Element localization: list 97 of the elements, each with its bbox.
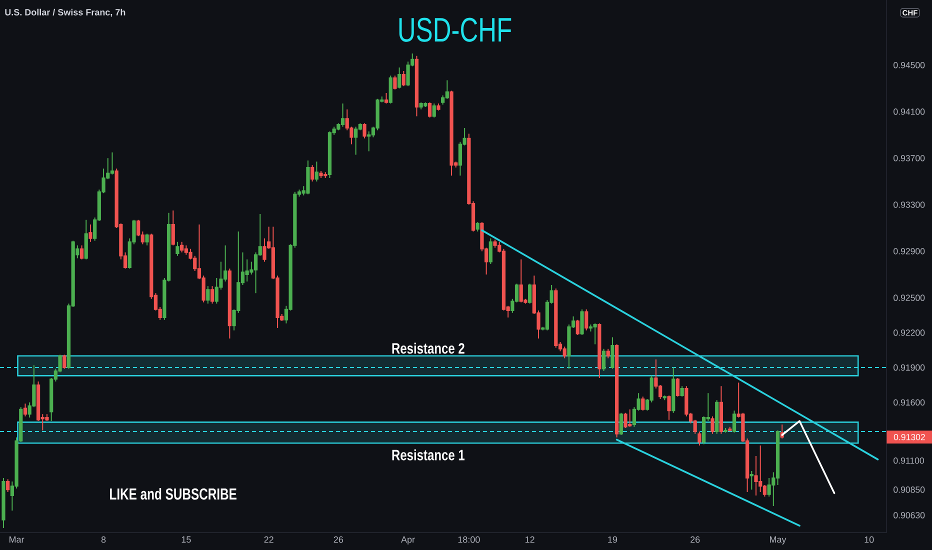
candlestick — [667, 394, 671, 420]
candlestick — [698, 431, 702, 446]
candlestick — [641, 396, 645, 412]
candlestick — [62, 354, 66, 370]
x-tick-label: 15 — [182, 536, 191, 543]
candlestick — [584, 308, 588, 331]
y-tick-label: 0.90850 — [894, 486, 925, 493]
candlestick — [488, 238, 492, 265]
candlestick — [84, 219, 88, 260]
candlestick — [176, 241, 180, 256]
candlestick — [680, 386, 684, 398]
candlestick — [562, 346, 566, 359]
text: 0.91302 — [894, 434, 925, 440]
candlestick — [602, 348, 606, 372]
candlestick — [110, 152, 114, 175]
y-tick-label: 0.92200 — [894, 330, 925, 336]
candlestick — [436, 103, 440, 111]
candlestick — [228, 268, 232, 339]
candlestick — [310, 164, 314, 182]
band-label: Resistance 1 — [392, 449, 465, 460]
candlestick — [598, 322, 602, 379]
x-tick-label: 26 — [334, 536, 344, 543]
y-tick-label: 0.91600 — [894, 399, 925, 406]
candlestick — [362, 122, 366, 139]
candlestick — [319, 170, 323, 178]
candlestick — [145, 233, 149, 246]
y-tick-label: 0.91100 — [894, 457, 924, 464]
candlestick — [80, 244, 84, 260]
x-tick-label: 8 — [101, 536, 106, 543]
candlestick — [624, 412, 628, 429]
candlestick — [402, 70, 406, 87]
candlestick — [750, 470, 754, 490]
candlestick — [388, 75, 392, 104]
y-tick-label: 0.94500 — [894, 62, 925, 68]
candlestick — [428, 102, 432, 118]
candlestick — [676, 378, 680, 398]
candlestick — [398, 66, 402, 89]
candlestick — [393, 75, 397, 90]
y-tick-label: 0.94100 — [894, 108, 925, 115]
x-tick-label: 18:00 — [458, 536, 480, 543]
candlestick — [672, 367, 676, 414]
candlestick — [419, 102, 423, 110]
chart-title: USD-CHF — [399, 18, 512, 42]
candlestick — [554, 288, 558, 348]
candlestick — [314, 161, 318, 182]
x-tick-label: 12 — [526, 536, 534, 543]
band-label: Resistance 2 — [392, 342, 464, 354]
x-tick-label: 10 — [864, 536, 874, 543]
y-tick-label: 0.90630 — [894, 512, 925, 518]
candlestick — [710, 416, 714, 434]
y-tick-label: 0.91900 — [894, 364, 925, 371]
y-tick-label: 0.92900 — [894, 248, 925, 254]
y-tick-label: 0.92500 — [894, 294, 925, 301]
x-tick-label: Mar — [10, 536, 24, 543]
candlestick — [367, 130, 371, 152]
candlestick — [610, 336, 614, 370]
candlestick — [6, 478, 10, 492]
x-tick-label: 22 — [264, 536, 274, 543]
candlestick — [580, 308, 584, 336]
candlestick — [476, 222, 480, 232]
candlestick — [206, 286, 210, 304]
text: U.S. Dollar / Swiss Franc, 7h — [5, 8, 126, 17]
candlestick — [715, 400, 719, 434]
candlestick — [662, 394, 666, 401]
candlestick — [23, 403, 28, 417]
candlestick — [424, 102, 428, 108]
candlestick — [450, 90, 454, 176]
candlestick — [493, 239, 497, 248]
x-tick-label: May — [770, 536, 786, 544]
candlestick — [88, 224, 92, 242]
candlestick — [606, 348, 610, 359]
candlestick — [2, 478, 6, 529]
x-tick-label: Apr — [401, 536, 415, 544]
candlestick — [528, 283, 532, 304]
candlestick — [384, 92, 388, 104]
candlestick — [328, 130, 332, 178]
candlestick — [171, 210, 175, 246]
x-tick-label: 26 — [690, 536, 700, 543]
candlestick — [180, 241, 184, 253]
candlestick — [576, 319, 580, 336]
candlestick — [432, 103, 436, 118]
candlestick — [724, 428, 728, 434]
candlestick — [354, 126, 358, 156]
y-tick-label: 0.93700 — [894, 155, 925, 162]
candlestick — [593, 322, 597, 345]
candlestick — [340, 103, 345, 128]
candlestick — [732, 410, 736, 434]
candlestick — [306, 160, 310, 195]
candlestick — [414, 55, 419, 117]
candlestick — [615, 344, 619, 438]
y-tick-label: 0.93300 — [894, 202, 925, 208]
candlestick — [719, 386, 724, 434]
candlestick — [619, 412, 623, 436]
annotation: LIKE and SUBSCRIBE — [110, 488, 236, 500]
x-tick-label: 19 — [608, 536, 618, 543]
candlestick — [728, 426, 732, 432]
candlestick — [210, 286, 214, 304]
